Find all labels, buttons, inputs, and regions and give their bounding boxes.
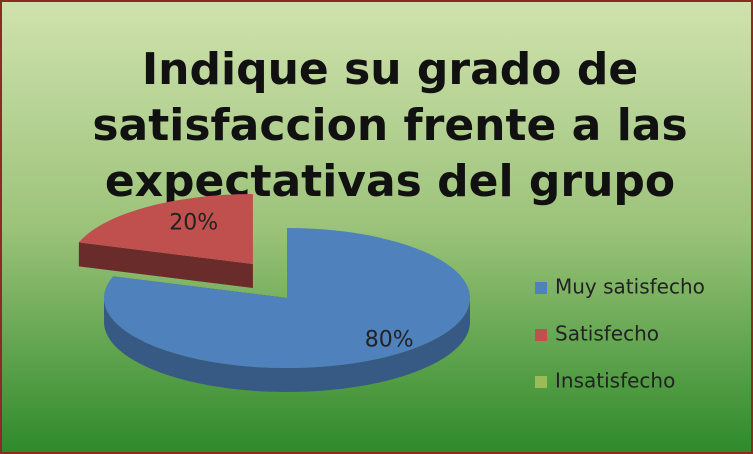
legend-swatch xyxy=(535,282,547,294)
slice-side xyxy=(104,298,470,392)
legend-label: Insatisfecho xyxy=(555,369,675,393)
legend-label: Satisfecho xyxy=(555,322,659,346)
legend-swatch xyxy=(535,329,547,341)
chart-title: satisfaccion frente a las xyxy=(92,100,687,151)
legend-label: Muy satisfecho xyxy=(555,275,705,299)
data-label: 20% xyxy=(169,211,218,236)
legend-swatch xyxy=(535,376,547,388)
pie-slice xyxy=(104,228,471,369)
slice-cut-face xyxy=(78,242,253,289)
chart-title: Indique su grado de xyxy=(142,44,638,95)
pie-slice xyxy=(78,194,253,265)
data-label: 80% xyxy=(365,327,414,352)
